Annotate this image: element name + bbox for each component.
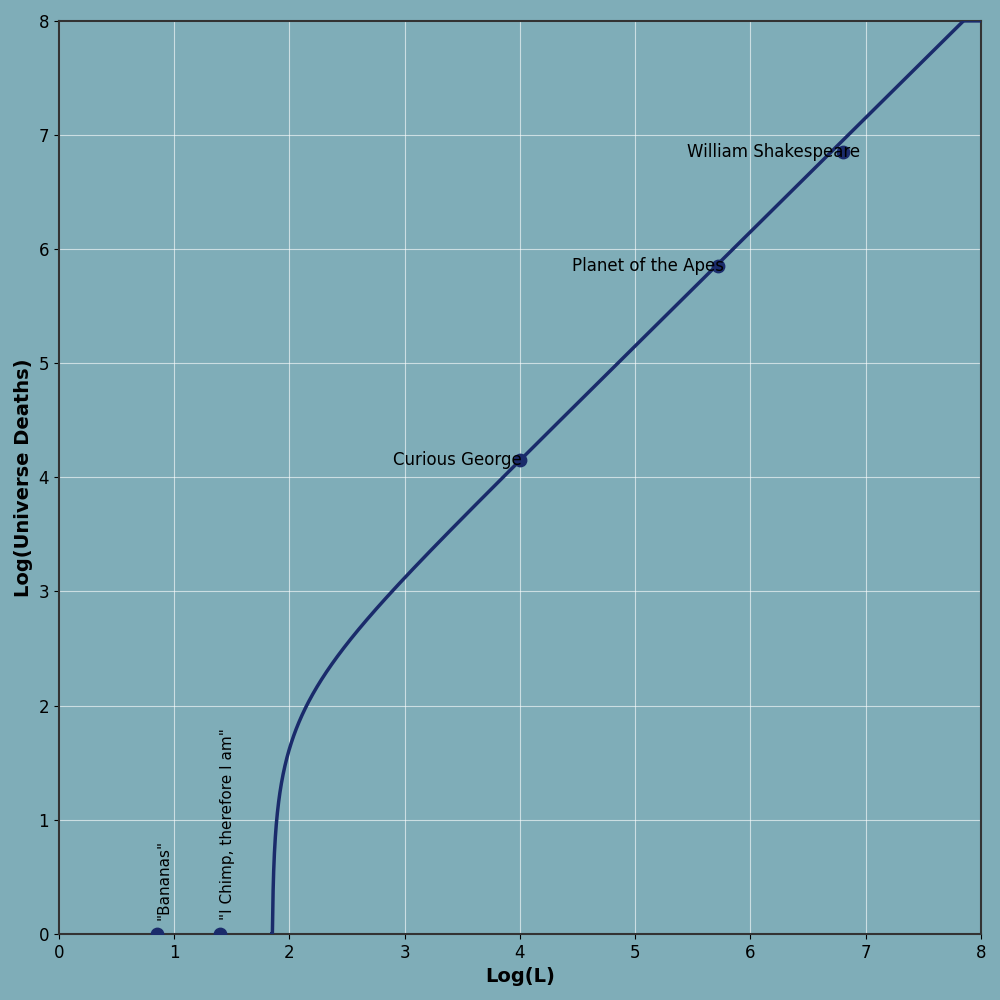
- Text: Planet of the Apes: Planet of the Apes: [572, 257, 724, 275]
- Point: [710, 258, 726, 274]
- Point: [212, 926, 228, 942]
- Point: [835, 144, 851, 160]
- Point: [512, 452, 528, 468]
- Text: "Bananas": "Bananas": [157, 840, 172, 920]
- Point: [149, 926, 165, 942]
- Text: "I Chimp, therefore I am": "I Chimp, therefore I am": [220, 728, 235, 920]
- Text: Curious George: Curious George: [393, 451, 522, 469]
- Y-axis label: Log(Universe Deaths): Log(Universe Deaths): [14, 358, 33, 597]
- Text: William Shakespeare: William Shakespeare: [687, 143, 860, 161]
- X-axis label: Log(L): Log(L): [485, 967, 555, 986]
